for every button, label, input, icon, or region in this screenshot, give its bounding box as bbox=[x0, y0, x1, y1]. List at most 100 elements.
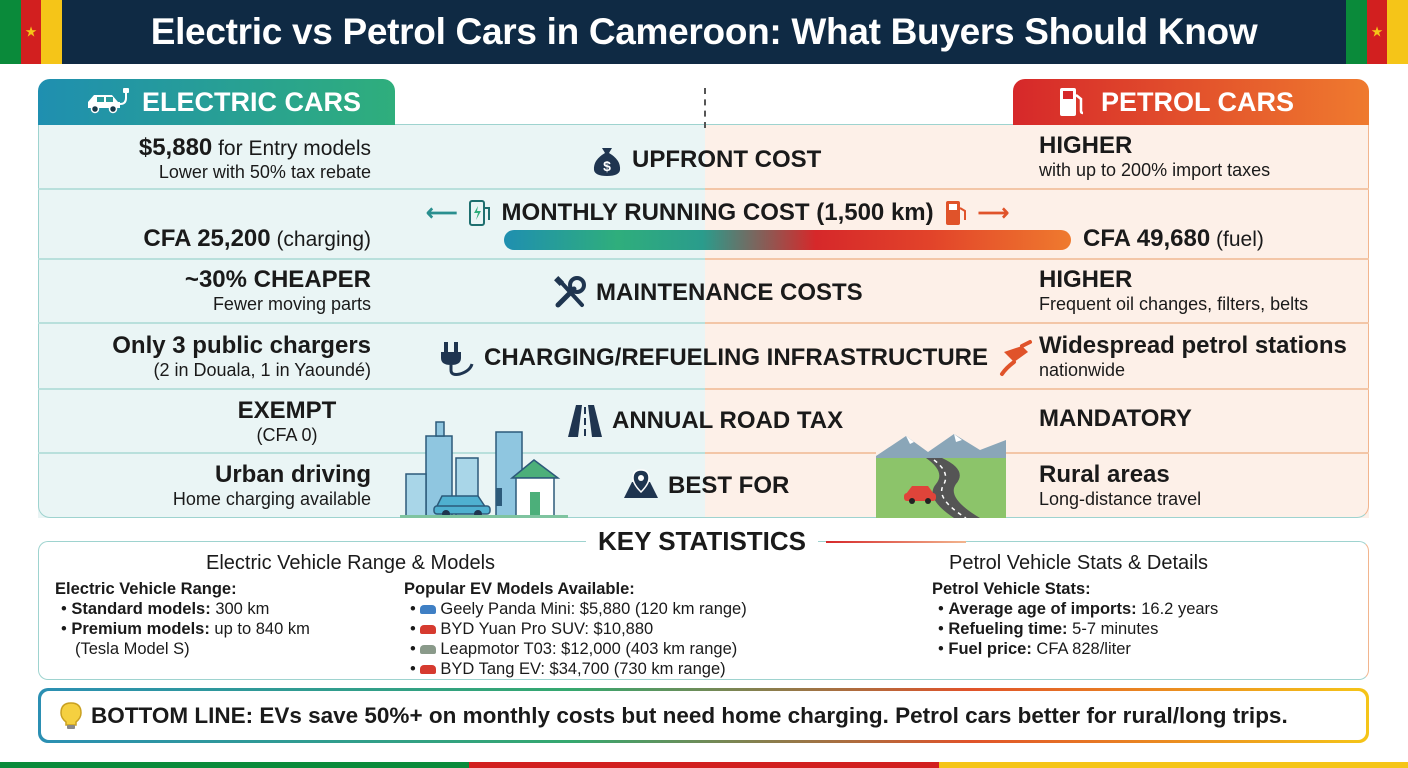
row-upfront-label: $ UPFRONT COST bbox=[590, 142, 821, 178]
petrol-cars-header: PETROL CARS bbox=[1013, 79, 1369, 125]
petrol-stats-block: Petrol Vehicle Stats: Average age of imp… bbox=[932, 580, 1218, 659]
annual-road-tax-label: ANNUAL ROAD TAX bbox=[612, 407, 844, 434]
arrow-right-icon: ⟶ bbox=[977, 200, 1010, 225]
ev-models-block: Popular EV Models Available: Geely Panda… bbox=[404, 580, 747, 679]
ev-roadtax-value: EXEMPT bbox=[237, 397, 337, 424]
ev-running-suffix: (charging) bbox=[270, 228, 371, 251]
electric-cars-header: ELECTRIC CARS bbox=[38, 79, 395, 125]
cameroon-flag-right: ★ bbox=[1346, 0, 1408, 64]
fuel-pump-icon bbox=[945, 201, 966, 225]
maintenance-costs-label: MAINTENANCE COSTS bbox=[596, 279, 863, 306]
electric-cars-title: ELECTRIC CARS bbox=[142, 86, 362, 117]
ev-infrastructure-value: Only 3 public chargers bbox=[112, 332, 371, 359]
running-cost-gradient-bar bbox=[504, 230, 1071, 250]
list-item: Premium models: up to 840 km bbox=[61, 619, 309, 639]
ev-running-value: CFA 25,200 bbox=[143, 225, 271, 252]
ev-maintenance-note: Fewer moving parts bbox=[212, 294, 371, 314]
map-pin-icon bbox=[624, 469, 658, 498]
petrol-maintenance-cell: HIGHER Frequent oil changes, filters, be… bbox=[1039, 266, 1308, 315]
best-for-label: BEST FOR bbox=[668, 472, 790, 499]
ev-maintenance-value: ~30% CHEAPER bbox=[184, 266, 371, 293]
petrol-bestfor-cell: Rural areas Long-distance travel bbox=[1039, 461, 1201, 510]
petrol-bestfor-value: Rural areas bbox=[1039, 461, 1170, 488]
ev-models-label: Popular EV Models Available: bbox=[404, 580, 635, 598]
ev-upfront-note: Lower with 50% tax rebate bbox=[158, 162, 371, 182]
petrol-maintenance-note: Frequent oil changes, filters, belts bbox=[1039, 294, 1309, 314]
car-icon bbox=[420, 645, 437, 655]
list-item: Fuel price: CFA 828/liter bbox=[938, 639, 1218, 659]
plug-icon bbox=[441, 342, 474, 376]
cameroon-flag-left: ★ bbox=[0, 0, 63, 64]
ev-range-block: Electric Vehicle Range: Standard models:… bbox=[55, 580, 310, 659]
row-separator bbox=[38, 258, 1369, 260]
petrol-roadtax-cell: MANDATORY bbox=[1039, 405, 1192, 433]
petrol-running-value: CFA 49,680 bbox=[1083, 225, 1211, 252]
petrol-stats-label: Petrol Vehicle Stats: bbox=[932, 580, 1091, 598]
petrol-running-cell: CFA 49,680 (fuel) bbox=[1083, 225, 1264, 253]
center-divider bbox=[704, 88, 706, 128]
ev-upfront-cell: $5,880 for Entry models Lower with 50% t… bbox=[139, 134, 371, 183]
petrol-upfront-cell: HIGHER with up to 200% import taxes bbox=[1039, 132, 1270, 181]
city-illustration bbox=[400, 421, 568, 518]
ev-stats-heading: Electric Vehicle Range & Models bbox=[206, 552, 496, 574]
ev-range-label: Electric Vehicle Range: bbox=[55, 580, 237, 598]
ev-bestfor-value: Urban driving bbox=[214, 461, 371, 488]
list-item: BYD Tang EV: $34,700 (730 km range) bbox=[410, 659, 747, 679]
infrastructure-label: CHARGING/REFUELING INFRASTRUCTURE bbox=[484, 344, 988, 371]
petrol-cars-title: PETROL CARS bbox=[1101, 86, 1295, 117]
upfront-cost-label: UPFRONT COST bbox=[632, 146, 822, 173]
ev-bestfor-note: Home charging available bbox=[172, 489, 371, 509]
row-separator bbox=[705, 188, 1369, 190]
row-separator bbox=[38, 188, 1369, 190]
ev-upfront-suffix: for Entry models bbox=[212, 137, 371, 160]
petrol-maintenance-value: HIGHER bbox=[1039, 266, 1133, 293]
petrol-roadtax-value: MANDATORY bbox=[1039, 405, 1192, 432]
petrol-upfront-value: HIGHER bbox=[1039, 132, 1133, 159]
row-maintenance-label: MAINTENANCE COSTS bbox=[552, 275, 863, 311]
page-title: Electric vs Petrol Cars in Cameroon: Wha… bbox=[150, 11, 1258, 52]
ev-infrastructure-cell: Only 3 public chargers (2 in Douala, 1 i… bbox=[112, 332, 371, 381]
row-infrastructure-label: CHARGING/REFUELING INFRASTRUCTURE bbox=[438, 338, 1036, 378]
petrol-bestfor-note: Long-distance travel bbox=[1039, 489, 1202, 509]
ev-roadtax-cell: EXEMPT (CFA 0) bbox=[202, 397, 372, 446]
lightbulb-icon bbox=[60, 701, 82, 729]
bottom-line-text: BOTTOM LINE: EVs save 50%+ on monthly co… bbox=[91, 702, 1288, 728]
row-separator bbox=[705, 322, 1369, 324]
list-item: Leapmotor T03: $12,000 (403 km range) bbox=[410, 639, 747, 659]
petrol-infrastructure-note: nationwide bbox=[1039, 360, 1126, 380]
charger-icon bbox=[468, 200, 490, 226]
list-item: Geely Panda Mini: $5,880 (120 km range) bbox=[410, 599, 747, 619]
row-separator bbox=[38, 388, 1369, 390]
list-item: Standard models: 300 km bbox=[61, 599, 310, 619]
stats-title-rule bbox=[826, 541, 966, 543]
road-icon bbox=[568, 405, 602, 437]
row-roadtax-label: ANNUAL ROAD TAX bbox=[566, 403, 843, 439]
row-separator bbox=[38, 452, 1369, 454]
money-bag-icon: $ bbox=[593, 148, 621, 176]
tools-icon bbox=[554, 276, 586, 308]
petrol-upfront-note: with up to 200% import taxes bbox=[1039, 160, 1271, 180]
rural-road-illustration bbox=[876, 432, 1006, 518]
ev-maintenance-cell: ~30% CHEAPER Fewer moving parts bbox=[185, 266, 371, 315]
petrol-stats-heading: Petrol Vehicle Stats & Details bbox=[949, 552, 1209, 574]
monthly-running-cost-label: MONTHLY RUNNING COST (1,500 km) bbox=[501, 199, 934, 226]
row-running-label: ⟵ MONTHLY RUNNING COST (1,500 km) ⟶ bbox=[426, 198, 1009, 228]
ev-infrastructure-note: (2 in Douala, 1 in Yaoundé) bbox=[153, 360, 372, 380]
svg-text:$: $ bbox=[603, 158, 611, 174]
stats-title-bg bbox=[586, 527, 818, 557]
petrol-stats-list: Average age of imports: 16.2 years Refue… bbox=[932, 599, 1218, 659]
header-bar bbox=[0, 0, 1408, 64]
ev-bestfor-cell: Urban driving Home charging available bbox=[173, 461, 371, 510]
petrol-infrastructure-value: Widespread petrol stations bbox=[1039, 332, 1347, 359]
fuel-nozzle-icon bbox=[1000, 340, 1032, 376]
ev-range-note: (Tesla Model S) bbox=[75, 640, 190, 658]
car-icon bbox=[420, 665, 437, 675]
row-separator bbox=[705, 258, 1369, 260]
ev-upfront-value: $5,880 bbox=[138, 134, 213, 161]
electric-car-icon bbox=[88, 88, 129, 114]
car-icon bbox=[420, 605, 437, 615]
petrol-running-suffix: (fuel) bbox=[1210, 228, 1264, 251]
row-separator bbox=[38, 322, 1369, 324]
ev-running-cell: CFA 25,200 (charging) bbox=[143, 225, 371, 253]
ev-models-list: Geely Panda Mini: $5,880 (120 km range) … bbox=[404, 599, 747, 679]
